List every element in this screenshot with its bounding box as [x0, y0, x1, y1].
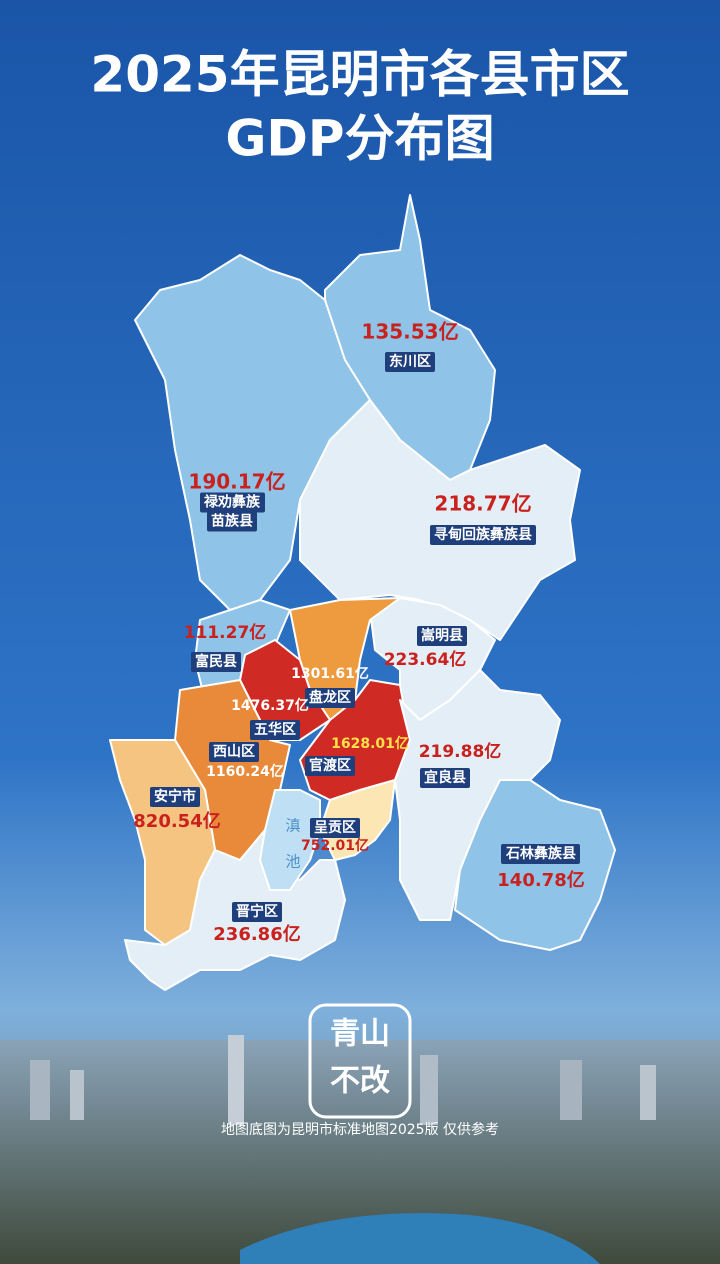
region-name: 官渡区 [309, 757, 351, 774]
name-box [305, 688, 355, 708]
gdp-value: 752.01亿 [301, 837, 369, 854]
gdp-value: 1301.61亿 [291, 665, 369, 682]
name-box [501, 844, 580, 864]
lake-dianchi [259, 789, 321, 891]
region-name: 西山区 [213, 744, 255, 760]
name-box [417, 626, 467, 646]
gdp-value: 223.64亿 [384, 649, 467, 670]
lake-label: 滇 [285, 817, 300, 835]
name-box [200, 492, 265, 513]
region-name: 宜良县 [424, 769, 466, 786]
region-label: 140.78亿 石林彝族县 [497, 844, 585, 891]
gdp-value: 236.86亿 [213, 923, 300, 945]
name-box [305, 756, 355, 776]
lake-label: 池 [285, 853, 300, 871]
region-name: 盘龙区 [309, 689, 351, 706]
region-name: 禄劝彝族 [204, 494, 261, 511]
city-skyline [0, 1035, 720, 1264]
gdp-value: 1628.01亿 [331, 735, 409, 752]
gdp-value: 111.27亿 [184, 622, 267, 643]
logo-text: 青山 [330, 1017, 390, 1052]
region-name: 五华区 [254, 721, 296, 738]
gdp-value: 219.88亿 [419, 741, 502, 762]
region-shilin [454, 779, 616, 951]
region-name: 东川区 [389, 353, 431, 370]
gdp-value: 820.54亿 [133, 810, 220, 832]
logo-text: 不改 [330, 1064, 390, 1099]
region-name: 嵩明县 [421, 627, 463, 644]
region-name: 苗族县 [211, 513, 253, 530]
title-line: GDP分布图 [225, 110, 494, 168]
name-box [430, 525, 536, 545]
region-label: 820.54亿 安宁市 [133, 787, 221, 832]
name-box [420, 768, 470, 788]
gdp-value: 1476.37亿 [231, 697, 309, 714]
name-box [150, 787, 200, 807]
name-box [385, 352, 435, 372]
region-name: 寻甸回族彝族县 [434, 526, 532, 543]
name-box [207, 511, 257, 532]
region-xundian [299, 399, 581, 641]
name-box [191, 652, 241, 672]
logo: 青山 不改 [308, 1003, 412, 1119]
region-name: 晋宁区 [236, 903, 278, 920]
region-name: 富民县 [195, 653, 237, 670]
gdp-value: 190.17亿 [188, 470, 285, 494]
name-box [250, 720, 300, 740]
gdp-value: 218.77亿 [434, 492, 531, 516]
region-label: 223.64亿 嵩明县 [384, 626, 467, 670]
title-line: 2025年昆明市各县市区 [90, 46, 629, 104]
footnote: 地图底图为昆明市标准地图2025版 仅供参考 [221, 1121, 499, 1138]
region-name: 安宁市 [154, 788, 196, 805]
region-name: 呈贡区 [314, 820, 356, 836]
gdp-value: 135.53亿 [361, 320, 458, 344]
name-box [209, 742, 259, 762]
name-box [310, 818, 360, 838]
region-name: 石林彝族县 [505, 845, 576, 862]
region-label: 1160.24亿 西山区 [206, 742, 284, 780]
name-box [232, 902, 282, 922]
region-label: 236.86亿 晋宁区 [213, 902, 301, 945]
gdp-value: 140.78亿 [497, 869, 584, 891]
gdp-value: 1160.24亿 [206, 763, 284, 780]
title: 2025年昆明市各县市区 GDP分布图 [90, 46, 629, 168]
